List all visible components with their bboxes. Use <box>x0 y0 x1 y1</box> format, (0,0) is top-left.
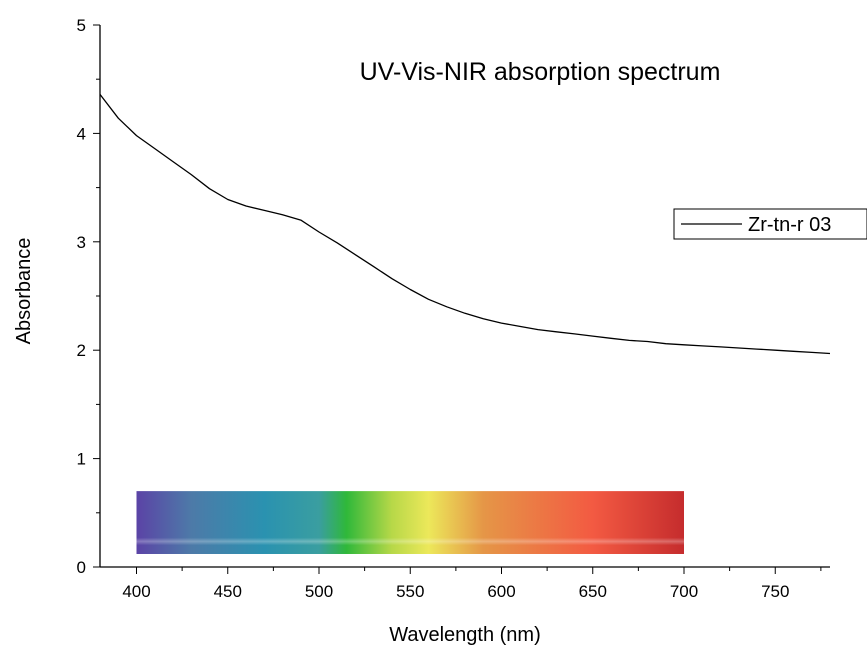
x-tick-label: 650 <box>579 582 607 601</box>
y-tick-label: 3 <box>77 233 86 252</box>
x-tick-label: 400 <box>122 582 150 601</box>
y-tick-label: 1 <box>77 450 86 469</box>
y-tick-label: 2 <box>77 341 86 360</box>
x-tick-label: 500 <box>305 582 333 601</box>
x-tick-label: 700 <box>670 582 698 601</box>
x-tick-label: 550 <box>396 582 424 601</box>
y-tick-label: 0 <box>77 558 86 577</box>
y-tick-label: 5 <box>77 16 86 35</box>
legend-label: Zr-tn-r 03 <box>748 214 831 236</box>
visible-spectrum-highlight <box>136 491 684 554</box>
x-axis-title: Wavelength (nm) <box>389 624 541 646</box>
x-tick-label: 750 <box>761 582 789 601</box>
legend: Zr-tn-r 03 <box>673 208 867 240</box>
chart-title: UV-Vis-NIR absorption spectrum <box>360 58 721 86</box>
y-tick-label: 4 <box>77 124 86 143</box>
y-axis-title: Absorbance <box>13 238 35 345</box>
x-tick-label: 600 <box>487 582 515 601</box>
series-line <box>99 94 831 355</box>
x-tick-label: 450 <box>214 582 242 601</box>
